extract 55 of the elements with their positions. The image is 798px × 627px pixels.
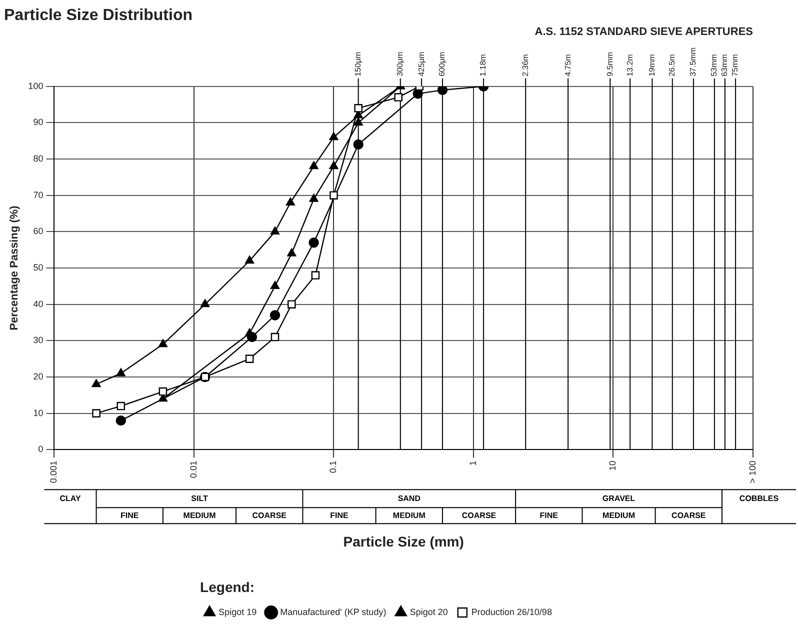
text: CLAY xyxy=(60,494,82,503)
text: MEDIUM xyxy=(183,510,216,520)
text: SAND xyxy=(398,494,421,503)
text: COARSE xyxy=(462,510,497,520)
ref-line-label: 4.75m xyxy=(563,54,572,76)
ref-line-label: 19mm xyxy=(647,54,656,76)
y-tick-label: 70 xyxy=(33,190,44,200)
chart-subtitle: A.S. 1152 STANDARD SIEVE APERTURES xyxy=(534,26,753,38)
legend-label: Spigot 20 xyxy=(410,606,448,617)
ref-line-label: 26.5m xyxy=(668,54,677,76)
ref-line-label: 37.5mm xyxy=(688,47,698,76)
ref-line-label: 13.2m xyxy=(625,54,634,76)
ref-line-label: 63mm xyxy=(720,54,730,76)
ref-line-label: 75mm xyxy=(730,54,740,76)
text: MEDIUM xyxy=(602,510,636,520)
y-tick-label: 60 xyxy=(33,226,44,236)
text: COARSE xyxy=(252,510,288,520)
legend-label: Manuafactured' (KP study) xyxy=(280,606,386,617)
y-tick-label: 100 xyxy=(28,80,44,91)
legend-title: Legend: xyxy=(200,579,255,596)
x-axis-title: Particle Size (mm) xyxy=(343,534,464,550)
y-tick-label: 30 xyxy=(33,335,44,346)
text: FINE xyxy=(540,510,559,520)
text: MEDIUM xyxy=(392,510,426,520)
y-tick-label: 90 xyxy=(33,117,44,128)
x-tick-label: 0.01 xyxy=(188,460,198,478)
ref-line-label: 53mm xyxy=(710,54,719,76)
ref-line-label: 425μm xyxy=(416,51,426,76)
y-tick-label: 10 xyxy=(33,408,44,418)
text: SILT xyxy=(191,494,208,503)
y-tick-label: 80 xyxy=(33,154,44,164)
ref-line-label: 300μm xyxy=(396,51,405,76)
x-tick-label: 0.001 xyxy=(48,460,59,484)
text: FINE xyxy=(330,510,350,520)
legend-label: Spigot 19 xyxy=(218,606,257,617)
y-tick-label: 0 xyxy=(38,444,44,454)
ref-line-label: 9.5mm xyxy=(605,52,614,76)
ref-line-label: 2.36m xyxy=(520,54,530,76)
text: COBBLES xyxy=(739,494,780,503)
x-tick-label: 0.1 xyxy=(328,460,338,474)
ref-line-label: 600μm xyxy=(438,51,447,76)
text: COARSE xyxy=(672,510,706,520)
legend-label: Production 26/10/98 xyxy=(471,606,552,617)
x-tick-label: 10 xyxy=(608,460,618,471)
text: FINE xyxy=(120,510,140,520)
chart-title: Particle Size Distribution xyxy=(4,7,192,24)
text: GRAVEL xyxy=(602,494,636,503)
y-tick-label: 50 xyxy=(33,262,44,272)
x-tick-label: > 100 xyxy=(747,460,758,484)
x-tick-label: 1 xyxy=(468,460,478,466)
y-axis-title: Percentage Passing (%) xyxy=(8,205,21,330)
ref-line-label: 1.18m xyxy=(478,54,488,76)
y-tick-label: 40 xyxy=(33,298,44,309)
y-tick-label: 20 xyxy=(33,371,44,382)
ref-line-label: 150μm xyxy=(354,51,363,76)
